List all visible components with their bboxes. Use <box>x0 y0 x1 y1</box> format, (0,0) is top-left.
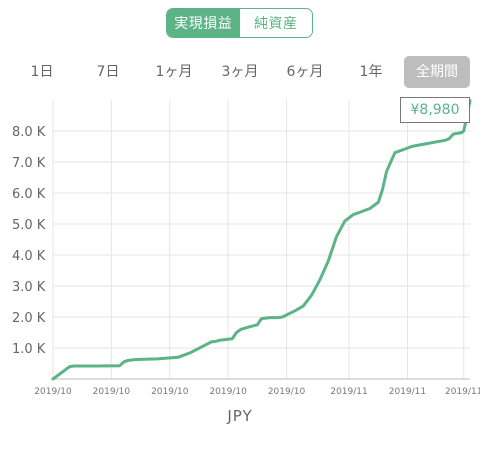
realized-pnl-tab[interactable]: 実現損益 <box>167 9 240 37</box>
period-6m[interactable]: 6ヶ月 <box>286 64 324 80</box>
net-assets-tab[interactable]: 純資産 <box>239 9 312 37</box>
latest-value-callout: ¥8,980 <box>400 97 470 123</box>
x-tick-label: 2019/10 <box>93 387 131 397</box>
period-1d[interactable]: 1日 <box>30 64 54 80</box>
period-7d[interactable]: 7日 <box>96 64 120 80</box>
currency-label: JPY <box>227 407 253 425</box>
x-tick-label: 2019/11 <box>330 387 367 397</box>
y-tick-label: 5.0 K <box>12 218 46 233</box>
x-tick-label: 2019/10 <box>151 387 189 397</box>
x-tick-label: 2019/10 <box>268 387 306 397</box>
y-tick-label: 7.0 K <box>12 156 46 171</box>
x-tick-label: 2019/10 <box>34 387 72 397</box>
x-tick-label: 2019/11 <box>445 387 480 397</box>
x-tick-label: 2019/11 <box>389 387 426 397</box>
x-tick-label: 2019/10 <box>209 387 247 397</box>
y-tick-label: 1.0 K <box>12 342 46 357</box>
period-1y[interactable]: 1年 <box>359 64 383 80</box>
period-3m[interactable]: 3ヶ月 <box>221 64 259 80</box>
period-1m[interactable]: 1ヶ月 <box>155 64 193 80</box>
y-tick-label: 3.0 K <box>12 280 46 295</box>
pnl-toggle: 実現損益 純資産 <box>166 8 313 38</box>
y-tick-label: 2.0 K <box>12 311 46 326</box>
period-all[interactable]: 全期間 <box>404 56 470 88</box>
y-tick-label: 6.0 K <box>12 187 46 202</box>
series-line <box>51 99 472 381</box>
period-selector: 1日 7日 1ヶ月 3ヶ月 6ヶ月 1年 全期間 <box>0 56 480 88</box>
y-tick-label: 4.0 K <box>12 249 46 264</box>
pnl-line-chart: 1.0 K 2.0 K 3.0 K 4.0 K 5.0 K 6.0 K 7.0 K 8.0 K… <box>12 99 480 397</box>
y-tick-label: 8.0 K <box>12 125 46 140</box>
